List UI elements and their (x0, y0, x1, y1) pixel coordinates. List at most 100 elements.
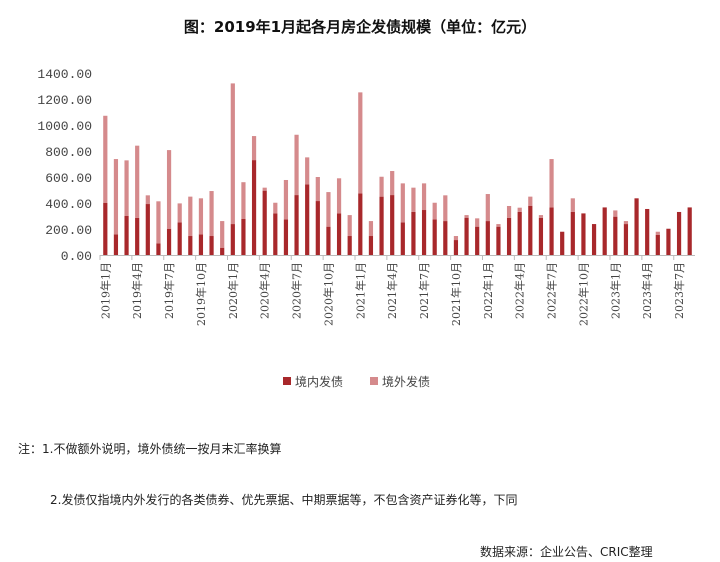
bar-overseas (241, 182, 246, 219)
bar-overseas (538, 215, 544, 218)
legend-label: 境内发债 (295, 374, 343, 389)
bar-domestic (475, 226, 480, 255)
bar-domestic (251, 160, 257, 255)
bar-domestic (432, 219, 437, 255)
bar-domestic (262, 190, 267, 255)
x-tick-label: 2020年4月 (258, 262, 272, 319)
bar-overseas (198, 198, 204, 235)
y-tick-label: 600.00 (45, 171, 92, 186)
x-tick-label: 2020年1月 (226, 262, 240, 319)
bar-domestic (581, 213, 586, 255)
bar-overseas (156, 201, 161, 244)
x-tick-label: 2020年7月 (290, 262, 304, 319)
bar-overseas (506, 205, 512, 218)
footnote-1: 注：1.不做额外说明，境外债统一按月末汇率换算 (18, 442, 282, 456)
x-tick-label: 2023年4月 (640, 262, 654, 319)
x-tick-label: 2022年1月 (481, 262, 495, 319)
bar-domestic (528, 205, 533, 255)
bar-overseas (166, 150, 172, 229)
y-axis: 0.00 200.00 400.00 600.00 800.00 1000.00 1200.… (37, 67, 92, 264)
bar-overseas (273, 202, 278, 214)
bar-domestic (517, 211, 522, 255)
bar-domestic (538, 217, 544, 255)
bar-overseas (315, 177, 320, 202)
y-tick-label: 1000.00 (37, 119, 92, 134)
bar-domestic (549, 207, 554, 255)
y-tick-label: 0.00 (61, 249, 92, 264)
bar-domestic (645, 208, 650, 255)
bar-domestic (230, 224, 235, 255)
y-tick-label: 1200.00 (37, 93, 92, 108)
x-tick-label: 2021年1月 (353, 262, 367, 319)
bar-domestic (496, 226, 501, 255)
bar-overseas (443, 195, 448, 222)
bar-domestic (209, 236, 214, 255)
bar-overseas (113, 159, 119, 235)
bar-domestic (145, 204, 150, 255)
bar-overseas (230, 83, 235, 225)
x-tick-label: 2019年10月 (194, 262, 208, 326)
bar-overseas (549, 159, 554, 208)
y-tick-label: 400.00 (45, 197, 92, 212)
bar-domestic (305, 184, 310, 255)
bar-overseas (475, 218, 480, 227)
bar-domestic (336, 213, 342, 255)
bar-domestic (124, 216, 129, 255)
y-tick-label: 200.00 (45, 223, 92, 238)
bar-overseas (283, 179, 289, 220)
bar-domestic (241, 218, 246, 255)
bar-overseas (368, 221, 374, 237)
bar-overseas (432, 202, 437, 220)
bar-overseas (326, 192, 331, 227)
bar-domestic (602, 207, 607, 255)
data-source: 数据来源：企业公告、CRIC整理 (480, 545, 653, 559)
bar-domestic (634, 198, 639, 255)
bar-overseas (517, 207, 522, 212)
bar-domestic (560, 231, 565, 255)
bar-domestic (379, 196, 384, 255)
legend-label: 境外发债 (382, 374, 430, 389)
bar-domestic (570, 211, 575, 255)
legend-swatch (283, 377, 291, 385)
x-tick-label: 2021年4月 (385, 262, 399, 319)
bar-domestic (623, 224, 629, 255)
x-tick-label: 2023年7月 (672, 262, 686, 319)
x-tick-label: 2020年10月 (321, 262, 335, 326)
bar-overseas (124, 160, 129, 216)
bar-domestic (294, 195, 299, 255)
legend-swatch (370, 377, 378, 385)
bar-overseas (336, 178, 342, 214)
bar-overseas (528, 196, 533, 206)
footnote-2: 2.发债仅指境内外发行的各类债券、优先票据、中期票据等，不包含资产证券化等，下同 (50, 493, 518, 507)
bar-domestic (156, 243, 161, 255)
bars (103, 83, 692, 255)
x-tick-label: 2022年7月 (545, 262, 559, 319)
bar-overseas (347, 215, 352, 237)
x-tick-label: 2019年7月 (162, 262, 176, 319)
bar-overseas (209, 191, 214, 237)
bar-domestic (390, 195, 395, 255)
bar-overseas (188, 196, 193, 237)
x-tick-label: 2019年1月 (98, 262, 112, 319)
chart-title: 图：2019年1月起各月房企发债规模（单位：亿元） (184, 18, 536, 36)
bar-overseas (294, 134, 299, 196)
bar-domestic (326, 226, 331, 255)
bar-domestic (220, 247, 225, 255)
bar-domestic (613, 216, 618, 255)
bar-domestic (358, 193, 363, 255)
bar-overseas (177, 203, 182, 223)
bar-overseas (390, 171, 395, 196)
bar-domestic (273, 213, 278, 255)
bar-overseas (379, 176, 384, 197)
x-tick-label: 2021年10月 (449, 262, 463, 326)
bar-domestic (113, 234, 119, 255)
bar-domestic (453, 240, 459, 255)
bar-domestic (655, 234, 660, 255)
x-tick-label: 2022年4月 (513, 262, 527, 319)
bar-domestic (506, 217, 512, 255)
x-tick-label: 2021年7月 (417, 262, 431, 319)
bar-overseas (613, 210, 618, 217)
bar-overseas (251, 136, 257, 161)
bar-domestic (103, 202, 108, 255)
